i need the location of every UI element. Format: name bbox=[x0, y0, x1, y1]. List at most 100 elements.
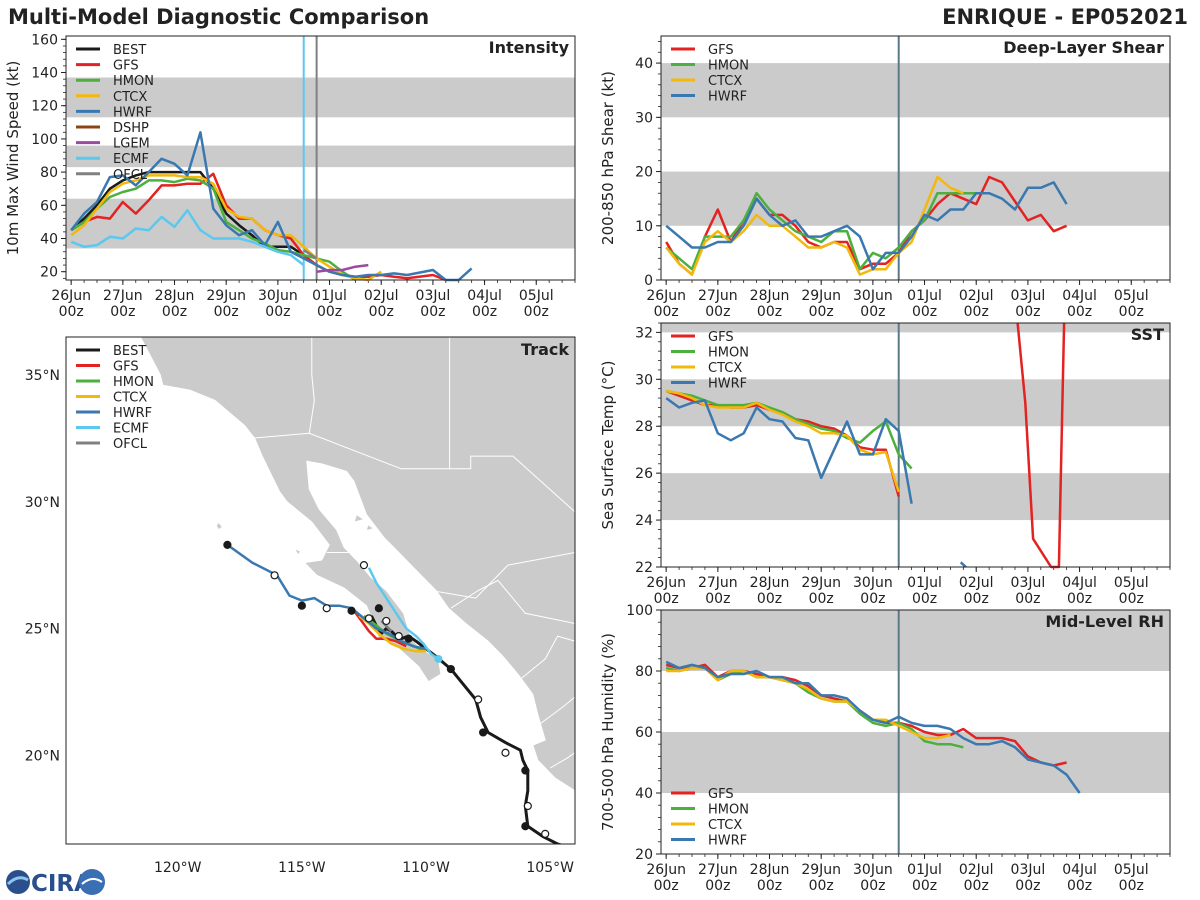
sst-band bbox=[661, 379, 1170, 427]
rh-xtick-hour: 00z bbox=[1067, 878, 1092, 894]
rh-title: Mid-Level RH bbox=[1045, 612, 1164, 631]
border-state bbox=[520, 635, 575, 680]
rh-xtick-day: 27Jun bbox=[698, 862, 738, 878]
track-point bbox=[382, 616, 391, 626]
intensity-chart: 2040608010012014016026Jun00z27Jun00z28Ju… bbox=[4, 32, 576, 320]
intensity-ytick-label: 120 bbox=[31, 99, 58, 115]
sst-xtick-day: 04Jul bbox=[1062, 575, 1097, 591]
rh-band bbox=[661, 610, 1170, 671]
track-legend-label: GFS bbox=[113, 360, 139, 375]
rh-xtick-day: 02Jul bbox=[959, 862, 994, 878]
shear-xtick-hour: 00z bbox=[1119, 304, 1144, 320]
sst-xtick-day: 05Jul bbox=[1114, 575, 1149, 591]
sst-xtick-day: 01Jul bbox=[907, 575, 942, 591]
intensity-xtick-day: 05Jul bbox=[519, 288, 554, 304]
rh-band bbox=[661, 732, 1170, 793]
track-point bbox=[572, 846, 579, 853]
sst-ytick-label: 24 bbox=[635, 513, 653, 529]
intensity-series-ecmf bbox=[70, 209, 305, 267]
rh-xtick-day: 04Jul bbox=[1062, 862, 1097, 878]
intensity-ylabel: 10m Max Wind Speed (kt) bbox=[4, 61, 22, 256]
shear-xtick-hour: 00z bbox=[1015, 304, 1040, 320]
sst-xtick-hour: 00z bbox=[912, 591, 937, 607]
track-point bbox=[359, 561, 369, 570]
shear-xtick-day: 28Jun bbox=[750, 288, 790, 304]
shear-xtick-day: 02Jul bbox=[959, 288, 994, 304]
rh-xtick-hour: 00z bbox=[1119, 878, 1144, 894]
shear-chart: 01020304026Jun00z27Jun00z28Jun00z29Jun00… bbox=[599, 35, 1171, 320]
border-state bbox=[535, 696, 575, 728]
logo-badge-icon bbox=[79, 869, 105, 895]
intensity-series-lgem bbox=[316, 263, 369, 273]
intensity-xtick-hour: 00z bbox=[110, 304, 135, 320]
storm-name: ENRIQUE - EP052021 bbox=[942, 5, 1188, 29]
shear-band bbox=[661, 63, 1170, 118]
track-point bbox=[223, 540, 232, 549]
sst-ylabel: Sea Surface Temp (°C) bbox=[599, 360, 617, 529]
intensity-legend-label: BEST bbox=[113, 43, 146, 58]
shear-series-ctcx bbox=[665, 175, 964, 276]
sst-legend-label: CTCX bbox=[708, 361, 742, 376]
rh-ytick-label: 100 bbox=[626, 603, 653, 619]
sst-band bbox=[661, 473, 1170, 521]
intensity-xtick-day: 29Jun bbox=[206, 288, 246, 304]
intensity-legend-label: LGEM bbox=[113, 137, 150, 152]
rh-legend-label: CTCX bbox=[708, 818, 742, 833]
intensity-legend-label: HWRF bbox=[113, 105, 152, 120]
cira-logo: CIRA bbox=[6, 869, 105, 897]
sst-xtick-hour: 00z bbox=[705, 591, 730, 607]
shear-series-hmon bbox=[665, 191, 977, 271]
intensity-ytick-label: 140 bbox=[31, 66, 58, 82]
rh-xtick-day: 28Jun bbox=[750, 862, 790, 878]
track-ytick-label: 25°N bbox=[25, 622, 60, 638]
intensity-xtick-hour: 00z bbox=[59, 304, 84, 320]
sst-xtick-day: 29Jun bbox=[801, 575, 841, 591]
intensity-xtick-day: 02Jul bbox=[364, 288, 399, 304]
sst-ytick-label: 30 bbox=[635, 372, 653, 388]
sst-chart: 22242628303226Jun00z27Jun00z28Jun00z29Ju… bbox=[599, 322, 1171, 607]
shear-xtick-hour: 00z bbox=[809, 304, 834, 320]
sst-legend-label: GFS bbox=[708, 330, 734, 345]
sst-series-gfs bbox=[1016, 322, 1066, 569]
intensity-xtick-day: 01Jul bbox=[312, 288, 347, 304]
sst-series-ctcx bbox=[665, 389, 900, 493]
border-state bbox=[386, 552, 575, 599]
intensity-series-hmon bbox=[70, 177, 357, 282]
intensity-series-ofcl bbox=[303, 249, 318, 260]
shear-ytick-label: 20 bbox=[635, 165, 653, 181]
border-state bbox=[549, 752, 575, 769]
track-xtick-label: 115°W bbox=[278, 860, 326, 876]
track-ytick-label: 35°N bbox=[25, 368, 60, 384]
intensity-xtick-hour: 00z bbox=[265, 304, 290, 320]
rh-xtick-day: 05Jul bbox=[1114, 862, 1149, 878]
intensity-legend-label: CTCX bbox=[113, 90, 147, 105]
land-island bbox=[365, 523, 376, 532]
rh-legend-label: HMON bbox=[708, 803, 749, 818]
rh-ytick-label: 20 bbox=[635, 847, 653, 863]
track-series-gfs bbox=[352, 610, 407, 648]
track-point bbox=[501, 748, 510, 757]
shear-ytick-label: 30 bbox=[635, 110, 653, 126]
shear-xtick-hour: 00z bbox=[1067, 304, 1092, 320]
shear-xtick-day: 26Jun bbox=[646, 288, 686, 304]
track-point bbox=[474, 695, 483, 704]
track-legend-label: BEST bbox=[113, 344, 146, 359]
intensity-xtick-day: 03Jul bbox=[416, 288, 451, 304]
shear-xtick-day: 05Jul bbox=[1114, 288, 1149, 304]
sst-ytick-label: 22 bbox=[635, 560, 653, 576]
rh-chart: 2040608010026Jun00z27Jun00z28Jun00z29Jun… bbox=[599, 603, 1171, 894]
sst-xtick-day: 03Jul bbox=[1011, 575, 1046, 591]
sst-frame bbox=[660, 322, 1171, 568]
track-xtick-label: 110°W bbox=[402, 860, 450, 876]
intensity-title: Intensity bbox=[489, 38, 570, 57]
rh-xtick-day: 29Jun bbox=[801, 862, 841, 878]
track-legend-label: CTCX bbox=[113, 391, 147, 406]
intensity-ytick-label: 60 bbox=[40, 198, 58, 214]
shear-xtick-day: 29Jun bbox=[801, 288, 841, 304]
sst-xtick-hour: 00z bbox=[654, 591, 679, 607]
land-mainland bbox=[139, 337, 575, 792]
rh-ytick-label: 80 bbox=[635, 664, 653, 680]
track-legend-label: ECMF bbox=[113, 422, 149, 437]
